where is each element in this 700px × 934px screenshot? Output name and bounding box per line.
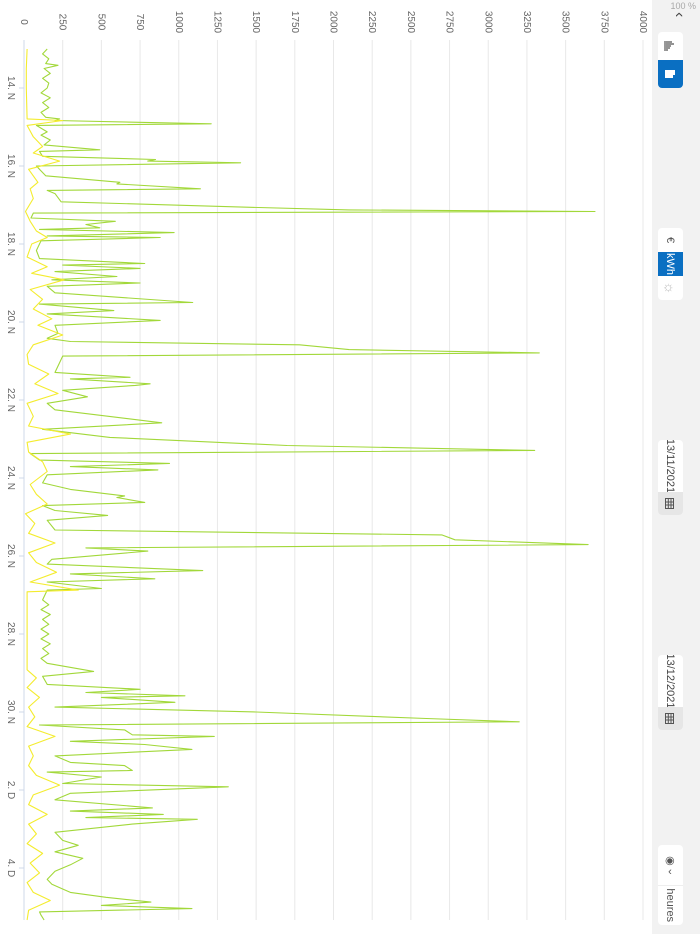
calendar-icon[interactable] [658,492,683,515]
x-tick-label: 18. N [5,232,16,256]
y-tick-label: 0 [18,19,29,25]
x-tick-label: 4. D [5,859,16,877]
x-tick-label: 2. D [5,781,16,799]
calendar-icon[interactable] [658,707,683,730]
sun-icon[interactable]: ☼ [662,281,679,295]
battery-status: 100 % [670,1,696,11]
y-tick-label: 1500 [250,11,261,34]
y-tick-label: 2500 [405,11,416,34]
unit-toggle: € kWh ☼ [658,228,683,300]
unit-kwh[interactable]: kWh [658,252,683,276]
stacked-chart-icon[interactable] [658,60,683,88]
end-date-field[interactable]: 13/12/2021 [664,655,677,709]
y-tick-label: 2750 [444,11,455,34]
y-tick-label: 4000 [637,11,648,34]
y-tick-label: 500 [95,14,106,31]
eye-icon: ◉ [664,856,676,866]
y-tick-label: 2250 [366,11,377,34]
green-series-line [29,48,596,921]
start-date-picker[interactable]: 13/11/2021 [658,440,683,515]
y-tick-label: 3000 [482,11,493,34]
chevron-left-icon[interactable]: ‹ [671,12,688,18]
x-tick-label: 30. N [5,700,16,724]
x-tick-label: 14. N [5,76,16,100]
y-tick-label: 3500 [560,11,571,34]
x-tick-label: 22. N [5,388,16,412]
y-tick-label: 1750 [289,11,300,34]
y-tick-label: 3750 [598,11,609,34]
toolbar: ‹ € kWh ☼ 13/11/2021 13/12/2021 [652,0,700,934]
chart-type-toggle [658,32,683,88]
yellow-series-line [24,48,79,921]
end-date-picker[interactable]: 13/12/2021 [658,655,683,730]
y-tick-label: 2000 [328,11,339,34]
consumption-chart: 0 250 500 750 1000 1250 1500 1750 2000 2250 2500 27… [5,11,648,921]
y-tick-label: 1000 [173,11,184,34]
y-tick-label: 750 [134,14,145,31]
x-tick-label: 16. N [5,154,16,178]
granularity-select[interactable]: ◉ ‹ heures [658,845,683,925]
y-tick-label: 250 [57,14,68,31]
granularity-label[interactable]: heures [658,884,683,925]
y-tick-label: 3250 [521,11,532,34]
y-tick-label: 1250 [211,11,222,34]
x-tick-label: 26. N [5,544,16,568]
start-date-field[interactable]: 13/11/2021 [664,440,677,494]
x-tick-label: 24. N [5,466,16,490]
x-tick-label: 20. N [5,310,16,334]
unit-euro[interactable]: € [664,236,677,244]
view-dropdown[interactable]: ◉ ‹ [658,845,683,885]
x-tick-label: 28. N [5,622,16,646]
bar-chart-icon[interactable] [658,32,683,60]
chevron-down-icon: ‹ [668,865,673,878]
